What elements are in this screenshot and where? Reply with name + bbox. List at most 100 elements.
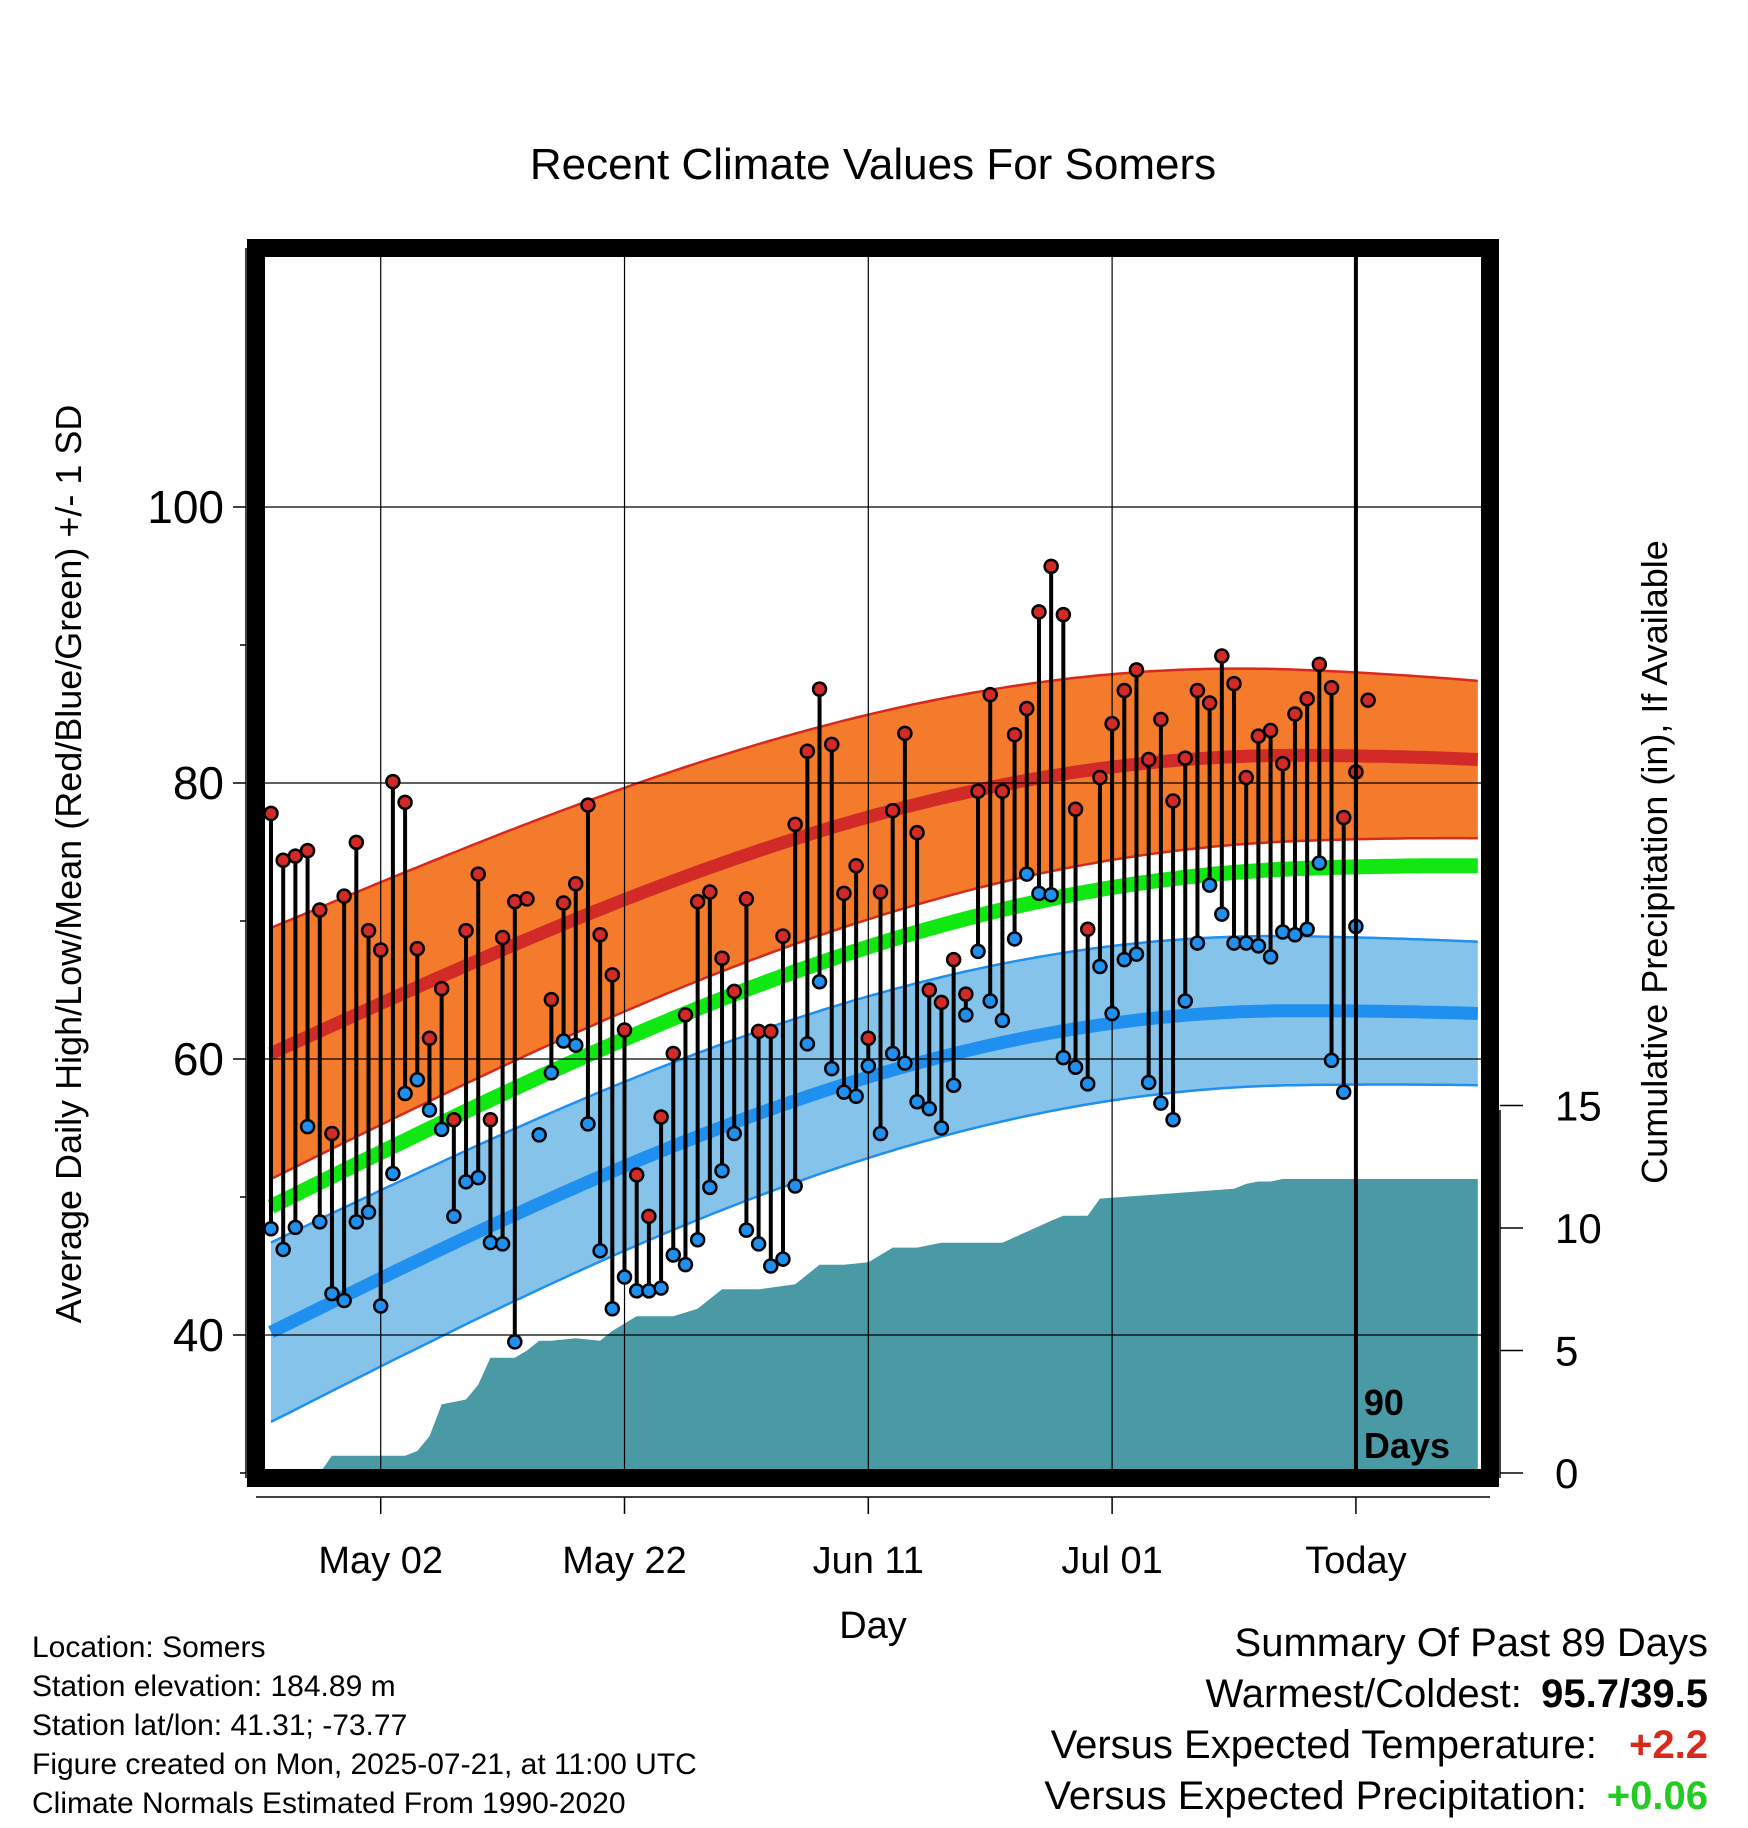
daily-low-point bbox=[860, 1058, 877, 1074]
y-axis-tick-label: 40 bbox=[173, 1309, 224, 1361]
daily-low-point bbox=[531, 1127, 547, 1143]
daily-high-point bbox=[1140, 751, 1157, 768]
daily-low-point bbox=[823, 1060, 840, 1077]
daily-low-point bbox=[1055, 1049, 1072, 1066]
daily-high-point bbox=[970, 783, 986, 800]
y-axis-tick-label: 100 bbox=[147, 481, 224, 533]
daily-high-point bbox=[507, 893, 523, 910]
high-band-lower-edge bbox=[270, 836, 1478, 1181]
y2-axis-tick-label: 10 bbox=[1555, 1205, 1602, 1252]
latlon-text: Station lat/lon: 41.31; -73.77 bbox=[32, 1709, 408, 1742]
daily-high-point bbox=[421, 1030, 438, 1047]
daily-low-point bbox=[970, 943, 986, 960]
daily-low-point bbox=[1214, 906, 1230, 922]
daily-high-point bbox=[909, 824, 925, 841]
daily-low-point bbox=[470, 1169, 486, 1186]
daily-low-point bbox=[958, 1007, 974, 1023]
daily-high-point bbox=[1116, 682, 1133, 699]
daily-high-point bbox=[1335, 809, 1352, 826]
daily-high-point bbox=[324, 1125, 340, 1142]
daily-low-point bbox=[811, 973, 828, 990]
daily-high-point bbox=[494, 929, 511, 946]
daily-low-point bbox=[1189, 935, 1206, 951]
normals-text: Climate Normals Estimated From 1990-2020 bbox=[32, 1787, 626, 1820]
x-axis-title: Day bbox=[839, 1605, 907, 1647]
daily-high-point bbox=[482, 1111, 499, 1128]
daily-low-point bbox=[726, 1125, 742, 1142]
daily-low-point bbox=[507, 1334, 523, 1350]
daily-low-point bbox=[702, 1179, 718, 1196]
y-axis-title: Average Daily High/Low/Mean (Red/Blue/Gr… bbox=[48, 405, 89, 1324]
daily-high-point bbox=[1079, 921, 1096, 938]
daily-high-point bbox=[470, 866, 486, 882]
daily-high-point bbox=[1043, 558, 1059, 575]
daily-low-point bbox=[312, 1214, 328, 1230]
daily-low-point bbox=[653, 1280, 669, 1296]
daily-high-point bbox=[738, 891, 755, 907]
daily-high-point bbox=[543, 991, 560, 1008]
created-text: Figure created on Mon, 2025-07-21, at 11… bbox=[32, 1748, 697, 1781]
daily-high-point bbox=[1287, 706, 1303, 722]
low-band-lower-edge bbox=[270, 1083, 1478, 1424]
daily-high-point bbox=[1031, 604, 1047, 620]
daily-low-point bbox=[482, 1234, 499, 1251]
daily-high-point bbox=[1250, 728, 1267, 744]
daily-high-point bbox=[689, 893, 706, 910]
daily-high-point bbox=[860, 1030, 877, 1047]
daily-high-point bbox=[519, 891, 535, 907]
normal-mean-line bbox=[267, 858, 1478, 1214]
daily-low-point bbox=[872, 1125, 889, 1142]
summary-warmest-row: Warmest/Coldest: 95.7/39.5 bbox=[1044, 1669, 1709, 1720]
daily-high-point bbox=[372, 942, 389, 958]
daily-low-point bbox=[714, 1163, 730, 1179]
x-axis-tick-label: Jul 01 bbox=[1061, 1540, 1162, 1582]
x-axis-tick-label: Today bbox=[1305, 1540, 1406, 1582]
location-text: Location: Somers bbox=[32, 1631, 266, 1664]
daily-low-point bbox=[1323, 1052, 1340, 1069]
daily-high-point bbox=[348, 834, 365, 851]
daily-low-point bbox=[1262, 949, 1279, 965]
x-axis-tick-label: May 02 bbox=[318, 1540, 443, 1582]
daily-low-point bbox=[397, 1085, 413, 1102]
daily-high-point bbox=[433, 980, 450, 997]
daily-high-point bbox=[1226, 675, 1242, 692]
y2-axis-title: Cumulative Precipitation (in), If Availa… bbox=[1634, 540, 1675, 1184]
daily-high-point bbox=[1360, 692, 1376, 708]
daily-high-point bbox=[1153, 711, 1169, 728]
elevation-text: Station elevation: 184.89 m bbox=[32, 1670, 396, 1703]
daily-low-point bbox=[421, 1102, 438, 1118]
x-axis-tick-label: May 22 bbox=[562, 1540, 687, 1582]
daily-low-point bbox=[592, 1243, 608, 1259]
daily-low-point bbox=[677, 1256, 694, 1273]
daily-high-point bbox=[1019, 700, 1035, 717]
daily-high-point bbox=[1067, 801, 1084, 817]
daily-high-point bbox=[1104, 715, 1120, 732]
cumulative-precip-area bbox=[271, 1179, 1478, 1478]
daily-high-point bbox=[677, 1007, 694, 1023]
daily-high-point bbox=[994, 783, 1011, 800]
daily-low-point bbox=[263, 1220, 279, 1237]
y-axis-tick-label: 80 bbox=[173, 757, 224, 809]
daily-high-point bbox=[312, 902, 328, 918]
daily-low-point bbox=[1238, 935, 1254, 951]
daily-low-point bbox=[348, 1214, 365, 1230]
daily-high-point bbox=[897, 725, 913, 742]
daily-low-point bbox=[1104, 1005, 1120, 1022]
daily-high-point bbox=[945, 951, 962, 968]
daily-low-point bbox=[275, 1241, 291, 1258]
daily-high-point bbox=[884, 802, 901, 819]
y-axis-tick-label: 60 bbox=[173, 1033, 224, 1085]
chart-title: Recent Climate Values For Somers bbox=[530, 140, 1216, 189]
daily-high-point bbox=[1238, 769, 1254, 786]
daily-high-point bbox=[872, 884, 889, 900]
daily-sticks bbox=[263, 558, 1376, 1350]
daily-low-point bbox=[799, 1036, 816, 1052]
plot-frame bbox=[247, 239, 1499, 1487]
daily-low-point bbox=[848, 1088, 864, 1105]
daily-high-point bbox=[1177, 750, 1193, 766]
daily-low-point bbox=[884, 1045, 901, 1062]
daily-low-point bbox=[1031, 885, 1047, 902]
daily-low-point bbox=[982, 993, 998, 1009]
normal-low-line bbox=[268, 1004, 1479, 1339]
daily-high-point bbox=[933, 994, 950, 1011]
